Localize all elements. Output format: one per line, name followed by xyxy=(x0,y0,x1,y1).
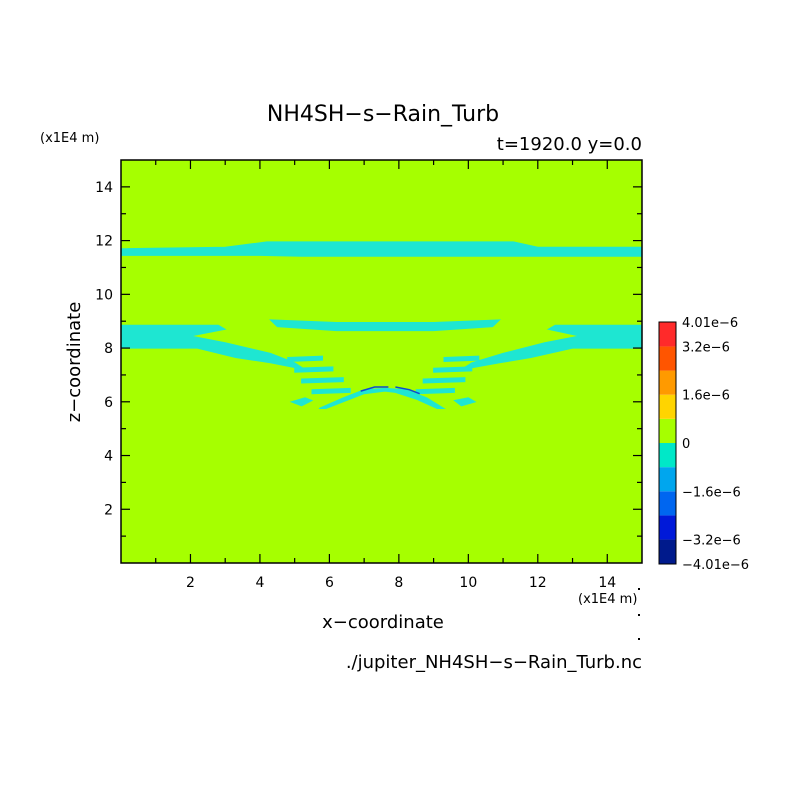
colorbar: 4.01e−6 3.2e−6 1.6e−6 0 −1.6e−6 −3.2e−6 −4.01e… xyxy=(658,316,749,573)
x-tick-label: 10 xyxy=(459,575,477,591)
unit-marker-dot xyxy=(638,638,640,640)
colorbar-tick-label: 3.2e−6 xyxy=(682,340,730,355)
y-tick-label: 4 xyxy=(104,449,113,465)
y-tick-label: 12 xyxy=(95,234,113,250)
y-tick-label: 14 xyxy=(95,180,113,196)
anomaly-region-blob-r xyxy=(453,397,477,407)
x-tick-label: 14 xyxy=(598,575,616,591)
colorbar-segment xyxy=(659,467,676,492)
colorbar-frame xyxy=(658,321,677,565)
anomaly-region-dash-l2 xyxy=(294,366,334,373)
colorbar-segment xyxy=(659,322,676,347)
anomaly-region-dash-r1 xyxy=(443,355,480,363)
anomaly-region-dash-l4 xyxy=(311,387,351,395)
colorbar-segment xyxy=(659,491,676,516)
colorbar-segment xyxy=(659,515,676,540)
unit-marker-dot xyxy=(638,614,640,616)
colorbar-segment xyxy=(659,370,676,395)
anomaly-region-dash-r3 xyxy=(422,377,466,384)
chart-subtitle: t=1920.0 y=0.0 xyxy=(497,134,642,155)
x-tick-label: 12 xyxy=(529,575,547,591)
x-tick-label: 2 xyxy=(186,575,195,591)
y-tick-label: 2 xyxy=(104,502,113,518)
anomaly-region-blob-l xyxy=(289,397,314,407)
unit-marker-dots xyxy=(638,588,640,640)
plot-frame xyxy=(120,159,643,564)
anomaly-region-mid-layer xyxy=(120,324,306,371)
colorbar-tick-label: −3.2e−6 xyxy=(682,534,741,549)
anomaly-region-arch xyxy=(318,387,446,409)
y-unit-label: (x1E4 m) xyxy=(40,131,99,146)
anomaly-region-dash-r2 xyxy=(433,366,473,373)
colorbar-segment xyxy=(659,394,676,419)
source-file-label: ./jupiter_NH4SH−s−Rain_Turb.nc xyxy=(346,652,642,673)
colorbar-segment xyxy=(659,418,676,443)
chart-title: NH4SH−s−Rain_Turb xyxy=(267,102,499,127)
arch-contour-right xyxy=(395,386,420,395)
unit-marker-dot xyxy=(638,588,640,590)
colorbar-segment xyxy=(659,346,676,371)
colorbar-tick-label: 4.01e−6 xyxy=(682,316,738,331)
y-tick-label: 6 xyxy=(104,395,113,411)
colorbar-tick-label: 1.6e−6 xyxy=(682,389,730,404)
y-tick-label: 10 xyxy=(95,287,113,303)
anomaly-region-dash-r4 xyxy=(415,387,455,395)
colorbar-tick-label: −1.6e−6 xyxy=(682,485,741,500)
anomaly-region-dash-l1 xyxy=(287,355,323,363)
anomaly-region-mid-layer-right xyxy=(461,324,643,371)
y-axis-label: z−coordinate xyxy=(64,302,85,423)
colorbar-segment xyxy=(659,539,676,564)
anomaly-region-mid-bridge xyxy=(269,319,501,332)
heatmap-background xyxy=(121,160,642,563)
axes: 2 4 6 8 10 12 14 2 4 6 8 10 12 14 xyxy=(95,159,643,591)
colorbar-tick-label: 0 xyxy=(682,437,690,452)
x-tick-label: 4 xyxy=(255,575,264,591)
x-axis-label: x−coordinate xyxy=(322,612,444,633)
x-tick-label: 6 xyxy=(325,575,334,591)
anomaly-region-dash-l3 xyxy=(301,377,344,384)
colorbar-segment xyxy=(659,443,676,468)
y-tick-label: 8 xyxy=(104,341,113,357)
plot-area xyxy=(120,160,643,563)
colorbar-tick-label: −4.01e−6 xyxy=(682,558,749,573)
arch-contour-left xyxy=(360,386,389,392)
x-unit-label: (x1E4 m) xyxy=(578,592,637,607)
x-tick-label: 8 xyxy=(394,575,403,591)
